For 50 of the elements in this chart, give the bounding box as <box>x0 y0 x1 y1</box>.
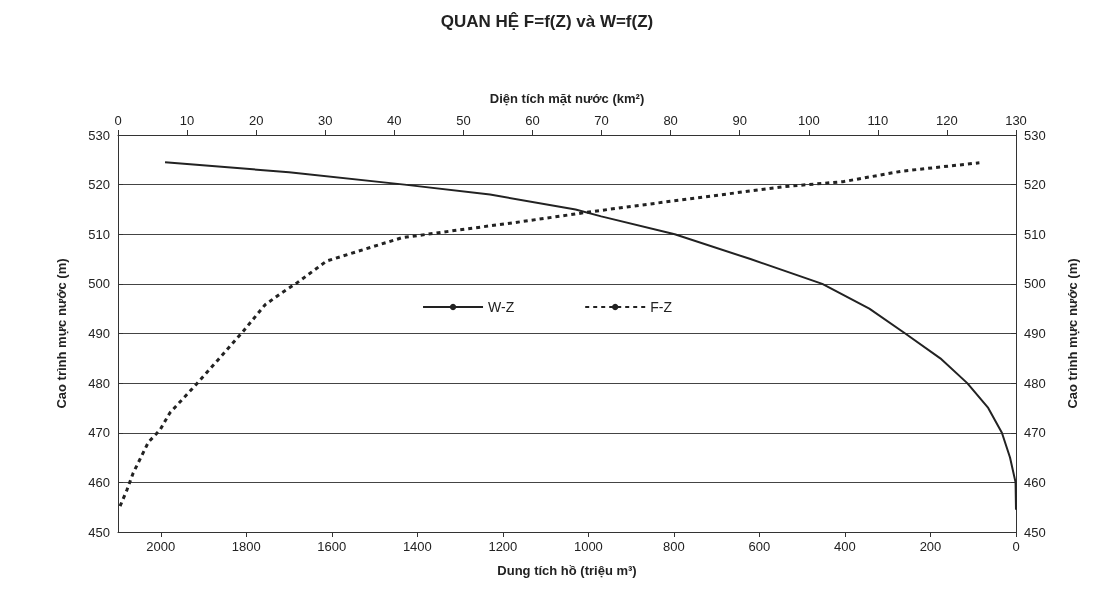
x2-tick-label: 120 <box>936 113 958 128</box>
x-tick-label: 1600 <box>317 539 347 554</box>
x2-tick-label: 30 <box>318 113 333 128</box>
x2-tick-label: 60 <box>525 113 540 128</box>
legend-label: F-Z <box>650 299 673 315</box>
x2-tick-label: 50 <box>456 113 471 128</box>
y2-tick-label: 530 <box>1024 127 1046 143</box>
x-tick-label: 1400 <box>402 539 432 554</box>
x2-tick-label: 20 <box>248 113 264 128</box>
x-tick-label: 2000 <box>146 539 176 554</box>
x2-axis-title: Diện tích mặt nước (km²) <box>489 91 645 106</box>
y-tick-label: 450 <box>88 524 110 540</box>
y2-tick-label: 500 <box>1024 276 1046 292</box>
y-tick-label: 470 <box>88 425 110 441</box>
y-tick-label: 490 <box>88 326 110 341</box>
x-tick-label: 400 <box>834 539 856 554</box>
y2-tick-label: 520 <box>1024 177 1046 193</box>
x2-tick-label: 110 <box>867 113 889 128</box>
x2-tick-label: 100 <box>797 113 820 128</box>
x-tick-label: 0 <box>1012 539 1020 554</box>
y2-axis-title: Cao trình mực nước (m) <box>1065 258 1080 409</box>
x2-tick-label: 40 <box>387 113 402 128</box>
y-tick-label: 520 <box>88 177 110 193</box>
chart-title: QUAN HỆ F=f(Z) và W=f(Z) <box>440 12 654 31</box>
x-tick-label: 200 <box>919 539 942 554</box>
y2-tick-label: 490 <box>1024 326 1046 341</box>
x-tick-label: 1200 <box>488 539 518 554</box>
x2-tick-label: 0 <box>114 113 122 128</box>
y2-tick-label: 510 <box>1024 226 1046 242</box>
y2-tick-label: 470 <box>1024 425 1046 441</box>
x-tick-label: 800 <box>663 539 685 554</box>
y-tick-label: 530 <box>88 127 110 143</box>
x2-tick-label: 80 <box>663 113 678 128</box>
x-tick-label: 600 <box>748 539 771 554</box>
y2-tick-label: 450 <box>1024 524 1046 540</box>
x2-tick-label: 90 <box>732 113 747 128</box>
x-tick-label: 1800 <box>231 539 261 554</box>
x2-tick-label: 130 <box>1005 113 1027 128</box>
y2-tick-label: 480 <box>1024 375 1046 391</box>
y2-tick-label: 460 <box>1024 474 1046 490</box>
legend-label: W-Z <box>488 299 515 315</box>
y-tick-label: 500 <box>88 276 110 292</box>
x2-tick-label: 70 <box>594 113 609 128</box>
y-tick-label: 510 <box>88 226 110 242</box>
x-axis-title: Dung tích hồ (triệu m³) <box>497 563 637 578</box>
y-axis-title: Cao trình mực nước (m) <box>54 258 69 409</box>
y-tick-label: 460 <box>88 474 110 490</box>
x2-tick-label: 10 <box>179 113 195 128</box>
x-tick-label: 1000 <box>573 539 603 554</box>
y-tick-label: 480 <box>88 375 110 391</box>
